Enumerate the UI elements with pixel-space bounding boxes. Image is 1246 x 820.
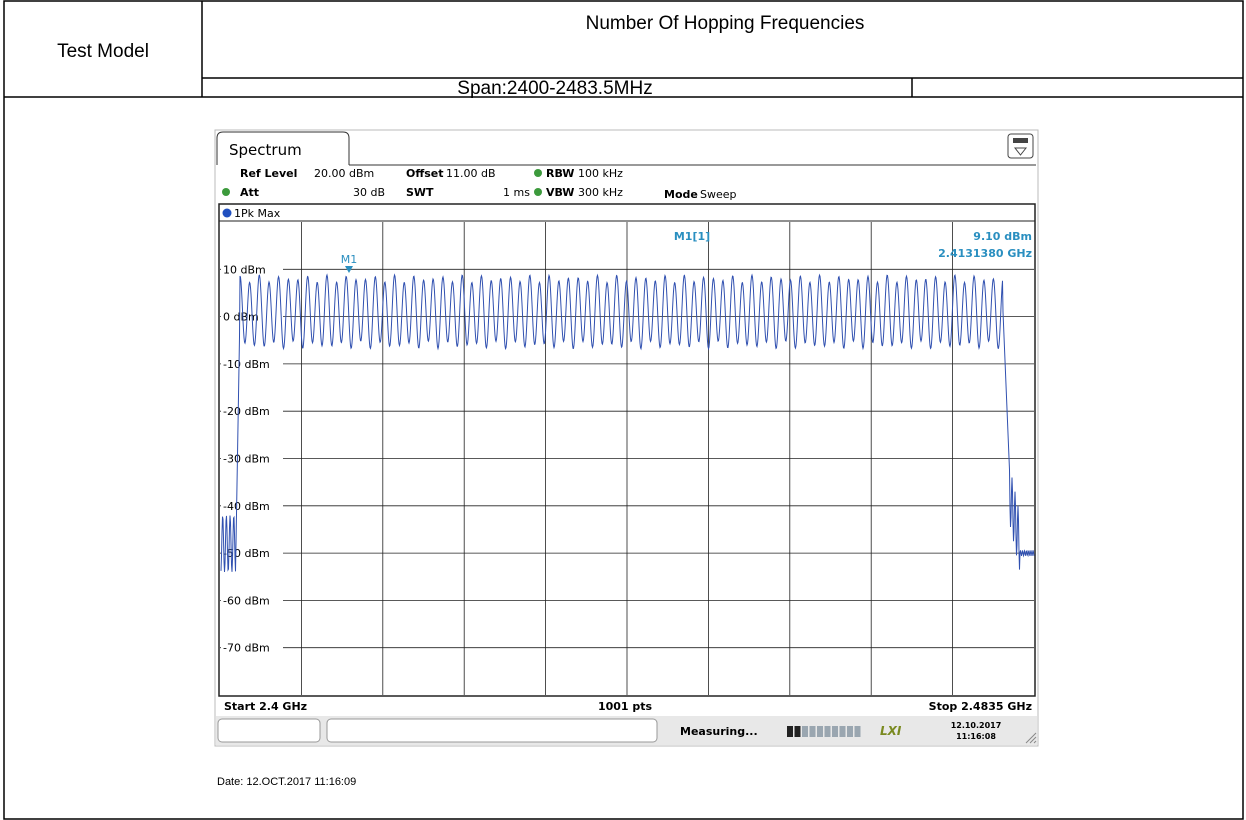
status-box [326, 718, 658, 743]
setting-label: Mode [664, 188, 698, 201]
marker [345, 266, 353, 273]
label-bg [221, 593, 283, 608]
trace-label: 1Pk Max [234, 207, 281, 220]
grid: 10 dBm 0 dBm -10 dBm -20 dBm -30 dBm -40 dBm -… [220, 222, 1034, 695]
setting-value: 100 kHz [578, 167, 623, 180]
trace [220, 273, 1035, 573]
progress-bar [787, 726, 861, 737]
setting-label: Ref Level [240, 167, 297, 180]
table [3, 0, 1244, 820]
progress-cell [794, 726, 801, 737]
progress-cell [802, 726, 808, 737]
y-axis-label: -10 dBm [223, 358, 270, 371]
menu-icon-bar [1013, 138, 1028, 143]
y-axis-label: -70 dBm [223, 642, 270, 655]
y-axis-label: -40 dBm [223, 500, 270, 513]
status-dot [222, 188, 230, 196]
label-bg [221, 546, 283, 561]
progress-cell [787, 726, 793, 737]
y-axis-label: 10 dBm [223, 263, 266, 276]
analyzer-screen: Spectrum Ref Level 20.00 dBm Offset 11.0… [214, 129, 1039, 747]
model-label: Test Model [57, 41, 149, 62]
progress-cell [847, 726, 853, 737]
start-label: Start 2.4 GHz [224, 700, 307, 713]
setting-value: 1 ms [503, 186, 530, 199]
footer-date: Date: 12.OCT.2017 11:16:09 [217, 776, 356, 788]
label-bg [221, 451, 283, 466]
points-label: 1001 pts [598, 700, 653, 713]
menu-icon-arrow [1013, 147, 1028, 156]
progress-cell [854, 726, 861, 737]
setting-value: 300 kHz [578, 186, 623, 199]
progress-cell [832, 726, 838, 737]
setting-value: Sweep [700, 188, 737, 201]
lxi-logo: LXI [880, 724, 902, 738]
setting-label: SWT [406, 186, 434, 199]
setting-label: Offset [406, 167, 444, 180]
progress-cell [809, 726, 816, 737]
tab-title: Spectrum [229, 141, 302, 159]
label-bg [221, 262, 283, 277]
setting-label: Att [240, 186, 259, 199]
progress-cell [824, 726, 831, 737]
tab-shape [216, 131, 350, 165]
setting-value: 20.00 dBm [314, 167, 374, 180]
trace-dot [222, 208, 232, 218]
marker-freq: 2.4131380 GHz [938, 247, 1032, 260]
y-axis-label: -30 dBm [223, 453, 270, 466]
setting-label: VBW [546, 186, 574, 199]
stop-label: Stop 2.4835 GHz [929, 700, 1032, 713]
setting-value: 30 dB [353, 186, 385, 199]
y-axis-label: -20 dBm [223, 405, 270, 418]
y-axis-label: -50 dBm [223, 547, 270, 560]
marker-label: M1 [341, 253, 358, 266]
marker-readout: M1[1] [674, 230, 710, 243]
progress-cell [817, 726, 823, 737]
status-date: 12.10.2017 [951, 721, 1002, 730]
resize-grip [1025, 732, 1037, 744]
status-time: 11:16:08 [956, 732, 996, 741]
label-bg [221, 404, 283, 419]
status-dot [534, 188, 542, 196]
span-label: Span:2400-2483.5MHz [457, 78, 652, 99]
progress-cell [839, 726, 846, 737]
status-text: Measuring... [680, 725, 758, 738]
marker-level: 9.10 dBm [973, 230, 1032, 243]
y-axis-label: 0 dBm [223, 311, 259, 324]
table-border [3, 0, 1244, 820]
y-axis-label: -60 dBm [223, 594, 270, 607]
status-box [217, 718, 321, 743]
label-bg [221, 640, 283, 655]
status-dot [534, 169, 542, 177]
setting-value: 11.00 dB [446, 167, 496, 180]
table-title: Number Of Hopping Frequencies [586, 13, 865, 34]
setting-label: RBW [546, 167, 574, 180]
label-bg [221, 356, 283, 371]
